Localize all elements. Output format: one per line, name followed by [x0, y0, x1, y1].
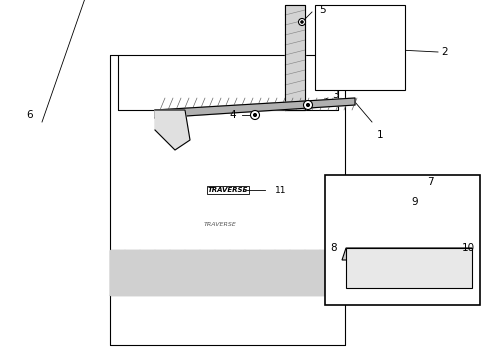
- Polygon shape: [155, 98, 354, 118]
- Text: 6: 6: [27, 110, 33, 120]
- Text: 1: 1: [376, 130, 383, 140]
- Circle shape: [306, 104, 309, 107]
- Polygon shape: [110, 250, 345, 295]
- Text: 7: 7: [426, 177, 432, 187]
- Text: 3: 3: [331, 90, 338, 100]
- Text: 4: 4: [229, 110, 236, 120]
- Text: 10: 10: [461, 243, 473, 253]
- Polygon shape: [285, 5, 305, 110]
- Circle shape: [403, 219, 406, 222]
- Circle shape: [300, 21, 303, 23]
- Text: 2: 2: [441, 47, 447, 57]
- Circle shape: [346, 233, 356, 243]
- Text: 5: 5: [318, 5, 325, 15]
- Circle shape: [298, 18, 305, 26]
- Text: TRAVERSE: TRAVERSE: [203, 222, 236, 228]
- Circle shape: [253, 113, 256, 117]
- Polygon shape: [341, 248, 471, 260]
- Polygon shape: [346, 248, 471, 288]
- Circle shape: [350, 237, 353, 240]
- Bar: [325, 175, 479, 305]
- Text: 11: 11: [274, 185, 286, 194]
- Bar: [314, 5, 404, 90]
- Polygon shape: [155, 110, 190, 150]
- Text: TRAVERSE: TRAVERSE: [207, 187, 247, 193]
- Circle shape: [399, 215, 409, 225]
- Text: 9: 9: [411, 197, 417, 207]
- Text: 8: 8: [330, 243, 337, 253]
- Circle shape: [250, 111, 259, 120]
- Circle shape: [303, 100, 312, 109]
